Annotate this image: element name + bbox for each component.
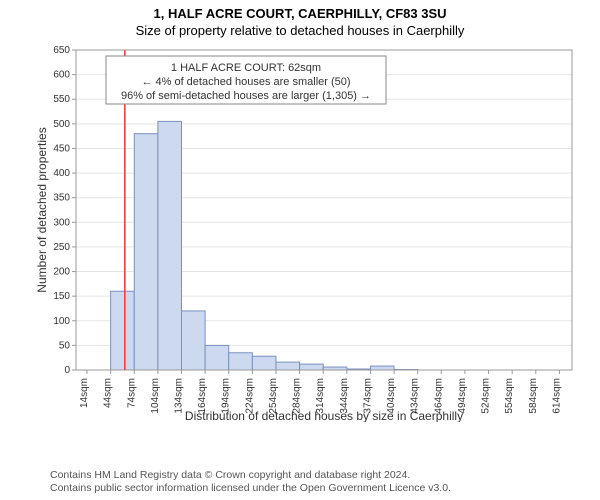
svg-text:584sqm: 584sqm <box>528 378 539 414</box>
svg-text:614sqm: 614sqm <box>551 378 562 414</box>
copyright-notice: Contains HM Land Registry data © Crown c… <box>50 469 451 496</box>
svg-text:250: 250 <box>53 242 70 253</box>
svg-text:400: 400 <box>53 168 70 179</box>
svg-text:300: 300 <box>53 217 70 228</box>
svg-text:← 4% of detached houses are sm: ← 4% of detached houses are smaller (50) <box>141 76 350 88</box>
svg-text:Number of detached properties: Number of detached properties <box>35 127 49 292</box>
svg-text:134sqm: 134sqm <box>173 378 184 414</box>
svg-text:50: 50 <box>59 340 71 351</box>
svg-text:1 HALF ACRE COURT: 62sqm: 1 HALF ACRE COURT: 62sqm <box>171 62 321 74</box>
svg-text:104sqm: 104sqm <box>150 378 161 414</box>
svg-text:524sqm: 524sqm <box>481 378 492 414</box>
page-subtitle: Size of property relative to detached ho… <box>0 21 600 38</box>
svg-text:Distribution of detached house: Distribution of detached houses by size … <box>185 409 463 422</box>
notice-line-2: Contains public sector information licen… <box>50 482 451 496</box>
svg-text:550: 550 <box>53 94 70 105</box>
svg-text:14sqm: 14sqm <box>79 378 90 408</box>
chart-svg: 0 50 100 150 200 250 300 350 400 450 500 550 600 650 1… <box>34 42 584 422</box>
page-title: 1, HALF ACRE COURT, CAERPHILLY, CF83 3SU <box>0 0 600 21</box>
svg-text:44sqm: 44sqm <box>103 378 114 408</box>
svg-text:450: 450 <box>53 143 70 154</box>
svg-text:0: 0 <box>64 365 70 376</box>
histogram-chart: 0 50 100 150 200 250 300 350 400 450 500 550 600 650 1… <box>34 42 584 422</box>
svg-text:350: 350 <box>53 193 70 204</box>
svg-text:200: 200 <box>53 267 70 278</box>
svg-text:500: 500 <box>53 119 70 130</box>
svg-text:554sqm: 554sqm <box>504 378 515 414</box>
svg-text:650: 650 <box>53 45 70 56</box>
svg-text:100: 100 <box>53 316 70 327</box>
svg-text:150: 150 <box>53 291 70 302</box>
svg-text:96% of semi-detached houses ar: 96% of semi-detached houses are larger (… <box>121 90 371 102</box>
svg-text:600: 600 <box>53 70 70 81</box>
svg-text:74sqm: 74sqm <box>126 378 137 408</box>
chart-container: 1, HALF ACRE COURT, CAERPHILLY, CF83 3SU… <box>0 0 600 500</box>
notice-line-1: Contains HM Land Registry data © Crown c… <box>50 469 451 483</box>
